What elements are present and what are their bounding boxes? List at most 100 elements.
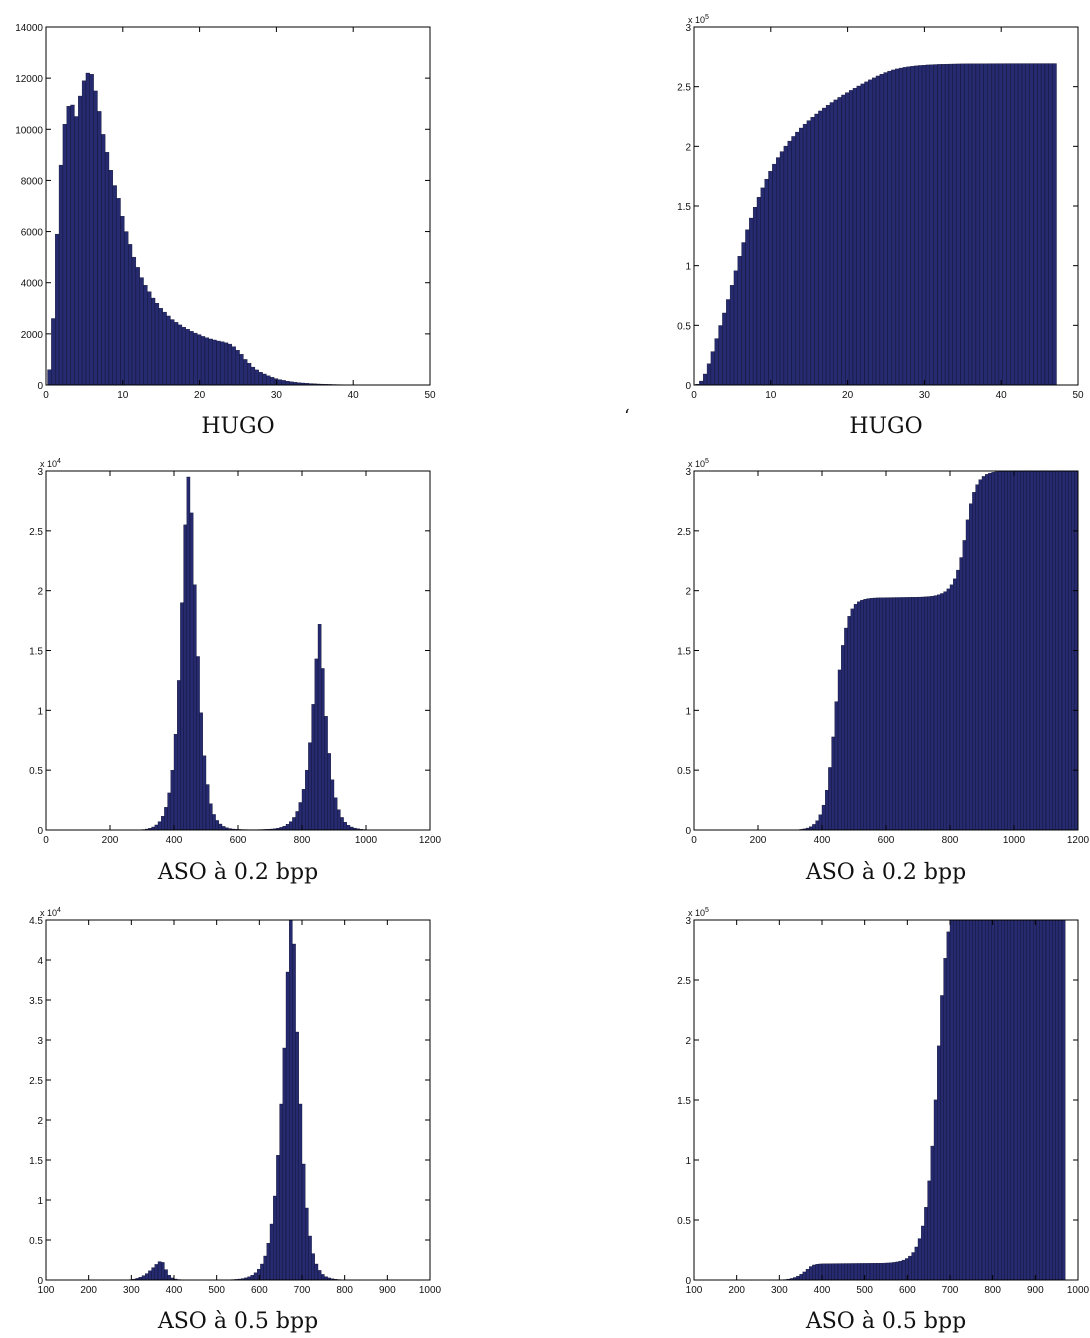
y-tick-label: 2000 [21, 330, 44, 341]
histogram-bar [1026, 470, 1031, 831]
histogram-bar [837, 1263, 842, 1281]
y-tick-label: 3.5 [29, 996, 43, 1007]
histogram-bar [128, 244, 133, 386]
histogram-bar [1020, 470, 1024, 831]
histogram-bar [161, 816, 165, 831]
histogram-bar [959, 557, 963, 831]
histogram-bar [1004, 919, 1008, 1281]
histogram-bar [940, 593, 944, 831]
histogram-bar [841, 645, 845, 831]
histogram-bar [965, 519, 970, 831]
histogram-bar [818, 110, 823, 386]
aso-02-cumulative-chart: 0 200 400 600 800 1000 1200 0 0.5 1 1.5 2 2.5 3 x 105 … [545, 448, 1090, 893]
x-tick-label: 500 [208, 1285, 225, 1296]
histogram-bar [263, 1255, 267, 1281]
histogram-bar [901, 597, 906, 831]
hugo-cumulative-chart: 0 10 20 30 40 50 0 0.5 1 1.5 2 2.5 3 x 105 HUGO [545, 0, 1090, 448]
histogram-bar [815, 1264, 819, 1281]
histogram-bar [905, 1258, 909, 1281]
histogram-bar [193, 332, 198, 386]
histogram-bar [1025, 63, 1030, 386]
chart-svg: 0 10 20 30 40 50 0 2000 4000 6000 8000 10000 12000 14… [15, 23, 436, 401]
histogram-bar [868, 79, 873, 386]
histogram-bar [779, 151, 785, 386]
histogram-bar [321, 668, 325, 831]
histogram-bar [841, 94, 846, 386]
histogram-bar [718, 325, 723, 386]
histogram-bar [202, 755, 207, 831]
histogram-bar [726, 299, 731, 386]
histogram-bar [253, 1272, 258, 1281]
histogram-bar [1006, 63, 1011, 386]
histogram-bar [924, 1207, 928, 1281]
histogram-bar [853, 604, 858, 831]
histogram-bar [239, 354, 244, 386]
histogram-bar [285, 824, 290, 831]
histogram-bar [873, 597, 877, 831]
histogram-bar [998, 63, 1003, 386]
histogram-bar [737, 256, 742, 386]
histogram-bar [301, 1163, 306, 1281]
x-tick-label: 10 [765, 390, 777, 401]
bars-group [789, 470, 1079, 831]
histogram-bar [988, 919, 992, 1281]
chart-caption: HUGO [201, 414, 275, 439]
histogram-bar [70, 104, 75, 386]
histogram-bar [1002, 63, 1007, 386]
histogram-bar [131, 256, 137, 386]
y-tick-label: 1 [685, 706, 691, 717]
histogram-bar [908, 597, 912, 831]
histogram-bar [177, 324, 183, 386]
histogram-bar [921, 596, 925, 831]
histogram-bar [243, 359, 248, 386]
x-tick-label: 50 [1072, 390, 1084, 401]
histogram-bar [305, 1207, 309, 1281]
histogram-bar [941, 64, 946, 386]
histogram-bar [1037, 63, 1042, 386]
histogram-bar [944, 63, 950, 386]
histogram-bar [279, 1103, 283, 1281]
y-tick-label: 2 [37, 1116, 43, 1127]
histogram-bar [898, 597, 903, 831]
x-tick-label: 400 [166, 835, 183, 846]
histogram-bar [151, 1267, 155, 1281]
histogram-bar [189, 512, 194, 831]
histogram-bar [921, 64, 927, 386]
chart-svg: 0 200 400 600 800 1000 1200 0 0.5 1 1.5 2 2.5 3x 105 [677, 458, 1089, 846]
x-tick-label: 30 [919, 390, 931, 401]
histogram-bar [933, 1099, 938, 1281]
histogram-bar [876, 597, 880, 831]
histogram-bar [1020, 919, 1024, 1281]
histogram-bar [756, 196, 761, 386]
histogram-bar [905, 597, 909, 831]
histogram-bar [863, 599, 867, 831]
histogram-bar [953, 919, 957, 1281]
histogram-bar [929, 64, 934, 386]
histogram-bar [825, 789, 829, 831]
histogram-bar [925, 64, 930, 386]
histogram-bar [154, 824, 159, 831]
y-tick-label: 3 [685, 23, 691, 34]
y-tick-label: 1.5 [677, 1096, 691, 1107]
x-tick-label: 900 [1027, 1285, 1044, 1296]
histogram-bar [120, 216, 125, 386]
histogram-bar [180, 602, 184, 831]
histogram-bar [308, 1235, 312, 1281]
histogram-bar [1045, 919, 1050, 1281]
histogram-bar [729, 285, 735, 386]
histogram-bar [258, 372, 263, 386]
histogram-bar [282, 1047, 287, 1281]
histogram-bar [799, 127, 804, 386]
histogram-bar [833, 99, 838, 386]
histogram-bar [324, 716, 328, 831]
x-tick-label: 600 [878, 835, 895, 846]
histogram-bar [965, 919, 970, 1281]
histogram-bar [139, 277, 144, 386]
histogram-bar [812, 824, 816, 831]
hugo-histogram-chart: 0 10 20 30 40 50 0 2000 4000 6000 8000 10000 12000 14… [0, 0, 545, 448]
histogram-bar [706, 363, 712, 386]
histogram-bar [221, 826, 226, 831]
histogram-bar [898, 67, 904, 386]
histogram-bar [298, 1103, 303, 1281]
histogram-bar [185, 329, 190, 386]
